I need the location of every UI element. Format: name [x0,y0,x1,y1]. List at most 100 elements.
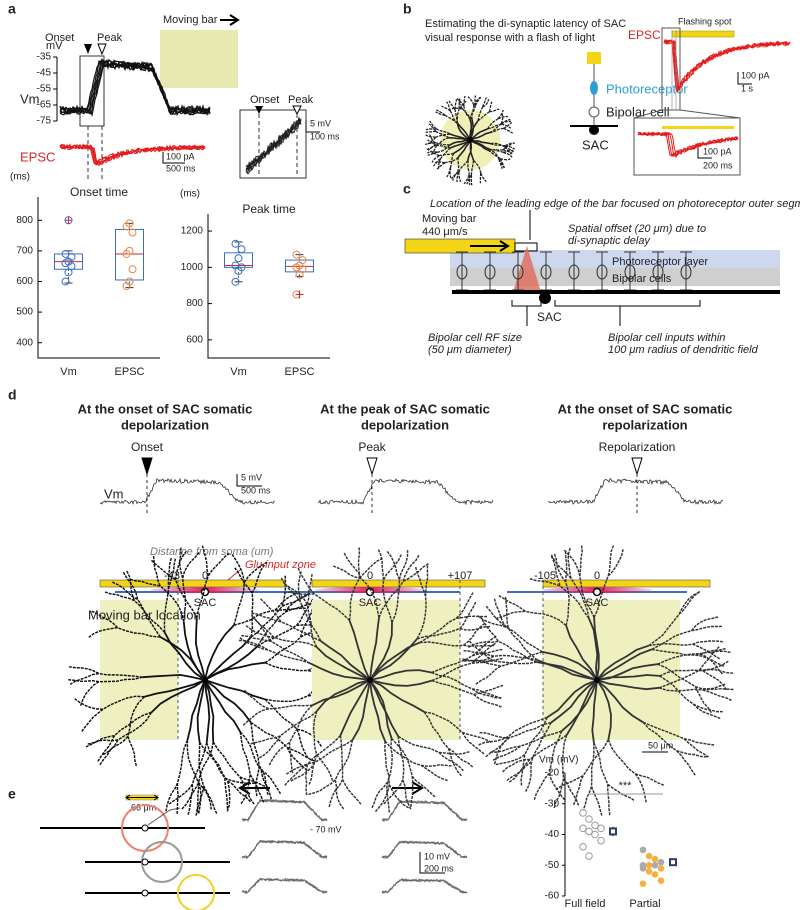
dendrite [306,573,313,605]
dendrite [174,579,198,619]
dendrite [328,779,344,808]
dendrite [533,772,550,801]
dendrite [91,610,119,629]
rf-note: Bipolar cell RF size [428,332,522,344]
dendrite [81,708,104,732]
scale-label: 500 ms [166,163,196,173]
inset-box [239,109,307,179]
y-tick-label: 800 [16,215,33,226]
dendrite [388,784,409,809]
dendrite [471,105,475,120]
dendrite [391,579,401,623]
dendrite [593,575,609,618]
dendrite [382,579,393,623]
dendrite [435,128,451,135]
dendrite [257,624,297,647]
stimulus-field [160,30,238,88]
dendrite [658,687,703,692]
dendrite [296,728,309,759]
dendrite [243,561,268,583]
dendrite [435,133,451,138]
dendrite [268,704,313,710]
flash-bar [671,30,735,38]
dendrite [492,745,521,761]
event-marker [366,457,378,476]
dendrite [431,655,473,674]
trace [99,477,276,505]
dendrite [692,640,723,645]
dendrite [382,554,402,581]
dendrite [529,578,561,587]
dendrite [369,679,386,742]
dendrite [88,626,118,638]
data-point [128,265,137,274]
holding-label: - 70 mV [310,824,342,834]
dendrite [467,160,470,175]
trace [547,478,724,506]
dendrite [369,679,433,687]
dendrite [239,776,269,789]
dendrite [316,679,371,712]
dendrite [411,775,436,798]
dendrite [186,679,206,741]
data-point [585,852,593,860]
data-point [645,861,653,869]
x-tick-label: Partial [629,898,660,910]
data-point [61,277,70,286]
dendrite [692,643,720,660]
dendrite [471,642,496,664]
dendrite [402,563,429,582]
dendrite [500,120,512,125]
trace [241,839,328,859]
dendrite [239,731,252,775]
y-tick-label: -45 [37,68,52,79]
layer-label: Bipolar cells [612,273,672,285]
dendrite [489,127,504,134]
y-tick-label: 600 [16,276,33,287]
dendrite [642,721,678,752]
dendrite [473,693,502,708]
dendrite [472,688,502,699]
dendrite [564,551,568,583]
scale-label: 100 pA [741,70,770,80]
dendrite [468,174,471,186]
dendrite [137,598,161,638]
dendrite [648,642,693,647]
column-title: depolarization [361,417,449,432]
dendrite [297,567,316,595]
dendrite [284,592,310,613]
dendrite [402,554,420,582]
event-label: Repolarization [599,440,676,454]
dendrite [596,644,649,681]
dendrite [250,722,260,766]
dendrite [487,149,501,160]
dendrite [456,123,471,141]
arrow [470,240,510,252]
dendrite [596,648,653,681]
dendrite [475,665,502,685]
dendrite [387,738,393,782]
dendrite [250,721,288,748]
scale-label: 500 ms [241,485,271,495]
dendrite [117,627,161,638]
dendrite [473,96,481,106]
dendrite [204,679,252,724]
dendrite [702,687,734,691]
distance-value: -105 [534,570,556,582]
dendrite [507,627,538,661]
dendrite [142,673,206,681]
dendrite [702,670,727,691]
vm-label: Vm [104,486,124,501]
data-point [591,830,599,839]
data-point [237,245,246,254]
dendrite [472,657,503,664]
unit-label: mV [46,40,63,52]
dendrite [502,151,513,158]
dendrite [204,636,252,681]
trace [241,839,328,860]
data-point [585,827,593,836]
marker-line [671,30,677,110]
brace [511,300,542,326]
dendrite [459,601,477,630]
moving-bar [311,579,486,588]
